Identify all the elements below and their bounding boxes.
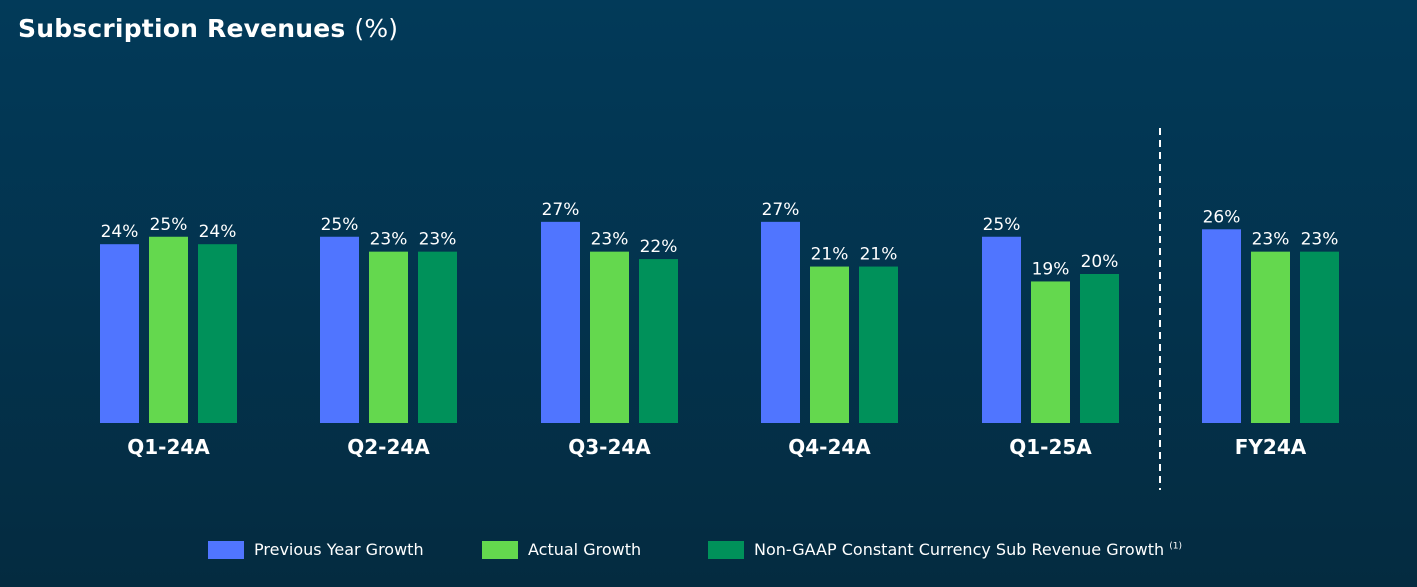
value-label-q1-24a-series-1: 24% xyxy=(101,222,139,242)
legend-footnote-marker: (1) xyxy=(1169,541,1182,552)
bar-fy24a-series-1 xyxy=(1202,229,1241,423)
legend: Previous Year Growth Actual Growth Non-G… xyxy=(0,540,1417,564)
value-label-q4-24a-series-1: 27% xyxy=(762,200,800,220)
legend-swatch-actual xyxy=(482,540,518,559)
bar-q3-24a-series-1 xyxy=(541,221,580,423)
value-label-q1-25a-series-3: 20% xyxy=(1081,252,1119,272)
category-label-group: Q1-24A Q2-24A Q3-24A Q4-24A Q1-25A FY24A xyxy=(127,435,1307,459)
bar-q1-24a-series-2 xyxy=(149,236,188,423)
legend-swatch-previous xyxy=(208,540,244,559)
bar-fy24a-series-3 xyxy=(1300,251,1339,423)
value-label-q3-24a-series-2: 23% xyxy=(591,230,629,250)
bar-q4-24a-series-2 xyxy=(810,266,849,423)
value-label-fy24a-series-1: 26% xyxy=(1203,207,1241,227)
bar-q4-24a-series-3 xyxy=(859,266,898,423)
legend-label-actual: Actual Growth xyxy=(528,540,642,559)
legend-item-actual-growth: Actual Growth xyxy=(482,540,641,559)
chart-title-suffix: (%) xyxy=(354,14,399,43)
value-label-group: 24% 25% 24% 25% 23% 23% 27% 23% 22% 27% 21% 21% 25% 1… xyxy=(101,200,1339,280)
value-label-q3-24a-series-3: 22% xyxy=(640,237,678,257)
bar-q1-25a-series-3 xyxy=(1080,274,1119,423)
value-label-fy24a-series-3: 23% xyxy=(1301,230,1339,250)
bar-fy24a-series-2 xyxy=(1251,251,1290,423)
legend-swatch-nongaap xyxy=(708,540,744,559)
value-label-q3-24a-series-1: 27% xyxy=(542,200,580,220)
value-label-q1-24a-series-3: 24% xyxy=(199,222,237,242)
bar-q1-24a-series-3 xyxy=(198,244,237,423)
legend-label-nongaap: Non-GAAP Constant Currency Sub Revenue G… xyxy=(754,540,1165,559)
category-label-fy24a: FY24A xyxy=(1235,435,1307,459)
chart-title-main: Subscription Revenues xyxy=(18,14,346,43)
value-label-q1-25a-series-1: 25% xyxy=(983,215,1021,235)
category-label-q3-24a: Q3-24A xyxy=(568,435,651,459)
bar-q3-24a-series-3 xyxy=(639,259,678,423)
legend-item-previous-year-growth: Previous Year Growth xyxy=(208,540,424,559)
bar-q2-24a-series-1 xyxy=(320,236,359,423)
category-label-q1-24a: Q1-24A xyxy=(127,435,210,459)
value-label-q2-24a-series-3: 23% xyxy=(419,230,457,250)
category-label-q2-24a: Q2-24A xyxy=(347,435,430,459)
value-label-fy24a-series-2: 23% xyxy=(1252,230,1290,250)
value-label-q1-24a-series-2: 25% xyxy=(150,215,188,235)
category-label-q1-25a: Q1-25A xyxy=(1009,435,1092,459)
legend-item-non-gaap-growth: Non-GAAP Constant Currency Sub Revenue G… xyxy=(708,540,1182,559)
bar-q2-24a-series-3 xyxy=(418,251,457,423)
value-label-q2-24a-series-1: 25% xyxy=(321,215,359,235)
value-label-q2-24a-series-2: 23% xyxy=(370,230,408,250)
category-label-q4-24a: Q4-24A xyxy=(788,435,871,459)
bar-q3-24a-series-2 xyxy=(590,251,629,423)
value-label-q4-24a-series-2: 21% xyxy=(811,245,849,265)
legend-label-nongaap-wrap: Non-GAAP Constant Currency Sub Revenue G… xyxy=(754,540,1182,559)
bar-q2-24a-series-2 xyxy=(369,251,408,423)
bar-q1-25a-series-2 xyxy=(1031,281,1070,423)
legend-label-previous: Previous Year Growth xyxy=(254,540,424,559)
value-label-q4-24a-series-3: 21% xyxy=(860,245,898,265)
bar-q1-25a-series-1 xyxy=(982,236,1021,423)
bar-q1-24a-series-1 xyxy=(100,244,139,423)
bar-q4-24a-series-1 xyxy=(761,221,800,423)
bar-group xyxy=(100,221,1339,423)
chart-title: Subscription Revenues (%) xyxy=(18,14,398,43)
value-label-q1-25a-series-2: 19% xyxy=(1032,259,1070,279)
